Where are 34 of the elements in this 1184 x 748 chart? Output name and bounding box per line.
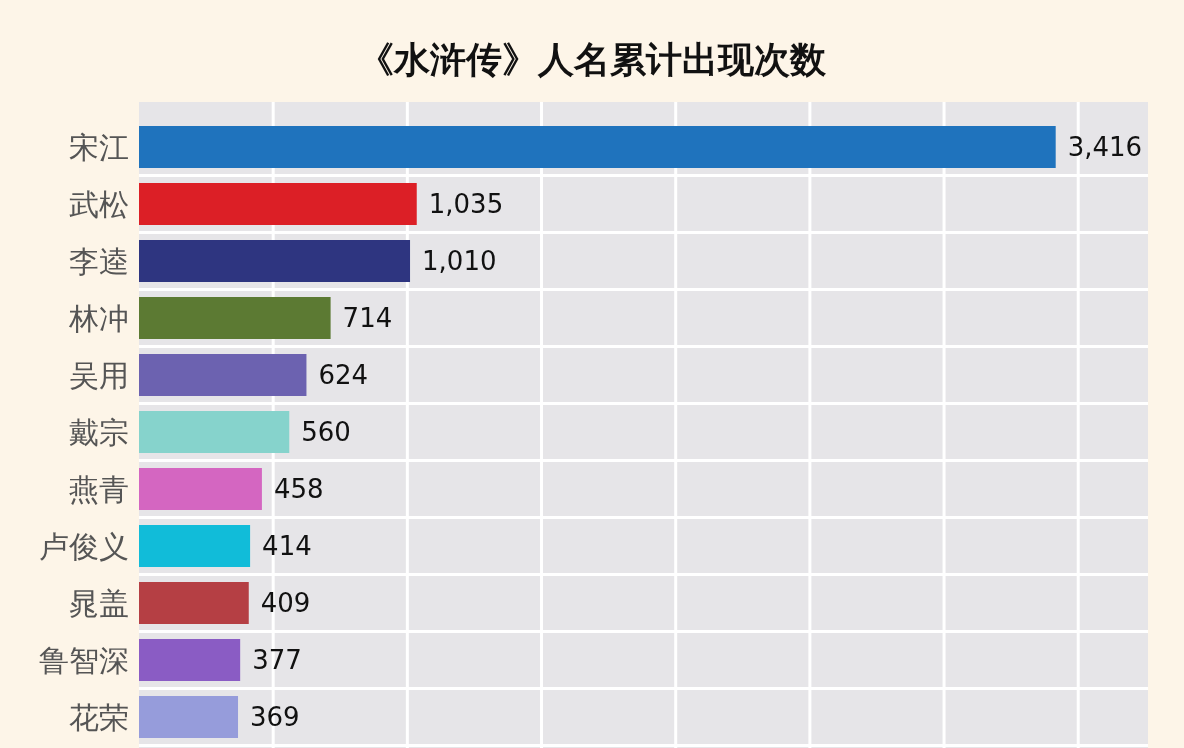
data-label: 3,416 [1067,132,1143,162]
data-label: 458 [273,474,324,504]
bar [139,468,262,510]
y-tick-label: 卢俊义 [39,529,129,564]
y-tick-label: 宋江 [69,130,129,165]
data-label: 714 [342,303,393,333]
bar [139,183,417,225]
data-label: 1,010 [422,246,497,276]
bar [139,696,239,738]
data-label: 560 [301,417,351,447]
bar [139,297,331,339]
bar [139,582,249,624]
chart-title: 《水浒传》人名累计出现次数 [358,39,827,80]
y-tick-label: 燕青 [69,472,129,507]
bar [139,639,241,681]
data-label: 414 [262,531,312,561]
data-label: 377 [252,645,302,675]
y-tick-label: 李逵 [69,244,129,279]
data-label: 1,035 [428,189,504,219]
data-label: 409 [260,588,311,618]
data-label: 369 [250,702,300,732]
y-tick-label: 花荣 [69,700,129,735]
y-tick-label: 林冲 [68,301,129,336]
y-tick-label: 戴宗 [69,415,129,450]
bar [139,525,251,567]
data-label: 624 [318,360,369,390]
y-tick-label: 鲁智深 [39,643,129,678]
y-tick-label: 晁盖 [69,586,129,621]
bar [139,126,1056,168]
bar [139,240,411,282]
bar [139,411,290,453]
y-tick-label: 吴用 [69,358,129,393]
bar [139,354,307,396]
y-tick-label: 武松 [69,187,129,222]
